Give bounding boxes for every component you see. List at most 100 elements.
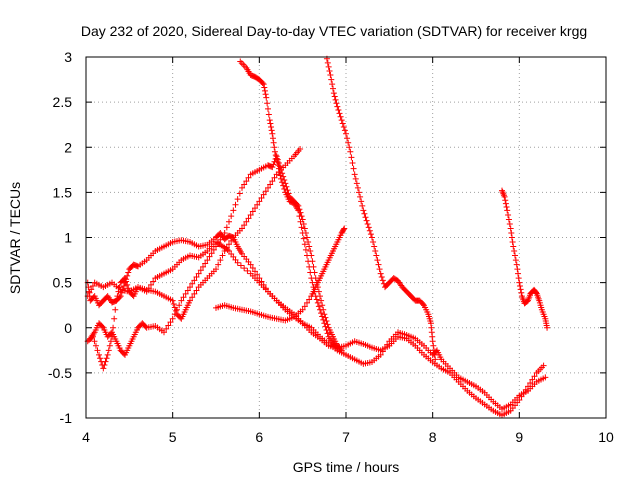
series-track-b: [84, 229, 549, 412]
data-point: [276, 169, 283, 176]
data-point: [228, 237, 235, 244]
data-point: [103, 355, 110, 362]
data-point: [299, 306, 306, 313]
data-point: [542, 374, 549, 381]
data-point: [171, 304, 178, 311]
data-point: [243, 178, 250, 185]
data-point: [122, 279, 128, 286]
data-point: [270, 161, 277, 168]
data-point: [331, 93, 338, 100]
data-point: [512, 257, 519, 264]
data-point: [318, 310, 325, 317]
data-point: [369, 234, 375, 241]
data-point: [379, 348, 386, 355]
series-track-g: [323, 55, 439, 363]
data-point: [356, 189, 362, 196]
data-point: [516, 283, 523, 290]
grid: [86, 57, 606, 418]
data-point: [339, 120, 346, 127]
data-point: [503, 204, 510, 211]
data-point: [357, 193, 364, 200]
data-point: [343, 130, 349, 137]
data-point: [106, 342, 113, 349]
data-point: [240, 61, 247, 68]
series-track-h: [499, 187, 551, 331]
data-point: [518, 289, 525, 296]
data-point: [237, 58, 244, 65]
data-point: [94, 347, 101, 354]
data-point: [515, 275, 522, 282]
data-point: [327, 72, 334, 79]
data-point: [429, 338, 436, 345]
data-point: [509, 239, 516, 246]
series-track-f: [237, 58, 341, 351]
data-point: [365, 224, 372, 231]
data-point: [317, 306, 323, 313]
data-point: [350, 165, 357, 172]
data-point: [340, 226, 347, 233]
y-axis-label: SDTVAR / TECUs: [7, 182, 23, 294]
data-point: [332, 96, 339, 103]
data-point: [320, 316, 327, 323]
data-point: [120, 283, 127, 290]
data-point: [260, 281, 267, 288]
data-point: [189, 280, 196, 287]
data-point: [374, 257, 381, 264]
data-point: [148, 281, 154, 288]
data-point: [247, 211, 254, 218]
data-point: [99, 323, 106, 330]
y-tick-label: -1: [60, 410, 73, 426]
data-point: [237, 262, 244, 269]
data-point: [430, 342, 437, 349]
data-point: [275, 162, 282, 169]
data-point: [261, 84, 268, 91]
data-point: [223, 244, 230, 251]
data-point: [213, 243, 219, 250]
data-point: [318, 297, 325, 304]
data-point: [305, 239, 312, 246]
y-tick-label: 0: [64, 320, 72, 336]
data-point: [262, 91, 269, 98]
data-point: [125, 285, 132, 292]
data-point: [511, 248, 518, 255]
data-point: [364, 220, 371, 227]
data-point: [306, 263, 313, 270]
data-point: [161, 329, 167, 336]
y-tick-label: 2.5: [53, 94, 73, 110]
data-point: [517, 286, 524, 293]
data-point: [107, 338, 114, 345]
data-point: [102, 358, 109, 365]
data-point: [279, 179, 286, 186]
data-point: [304, 234, 310, 241]
data-point: [300, 220, 307, 227]
data-point: [301, 241, 308, 248]
data-point: [308, 275, 315, 282]
data-point: [384, 341, 391, 348]
data-point: [501, 193, 508, 200]
data-point: [97, 355, 104, 362]
data-point: [260, 81, 267, 88]
data-point: [319, 302, 326, 309]
data-point: [366, 227, 373, 234]
data-point: [371, 243, 378, 250]
data-point: [249, 208, 256, 215]
data-point: [301, 303, 308, 310]
data-point: [254, 201, 261, 208]
data-point: [312, 293, 319, 300]
data-point: [226, 241, 232, 248]
y-tick-label: 1: [64, 230, 72, 246]
data-point: [376, 266, 383, 273]
data-point: [315, 303, 322, 310]
data-point: [204, 257, 211, 264]
data-point: [280, 182, 287, 189]
data-point: [116, 284, 123, 291]
data-point: [182, 290, 189, 297]
data-point: [191, 277, 198, 284]
data-point: [86, 289, 93, 296]
data-point: [361, 210, 368, 217]
data-point: [281, 185, 288, 192]
data-point: [352, 175, 359, 182]
data-point: [170, 301, 177, 308]
data-point: [500, 190, 507, 197]
data-point: [105, 347, 112, 354]
